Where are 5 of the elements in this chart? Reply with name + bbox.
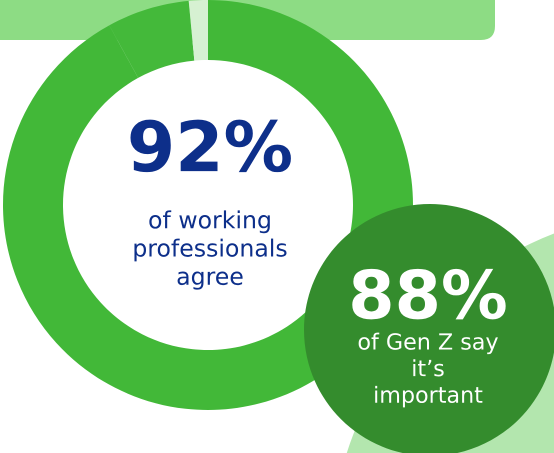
text: 92% [130, 120, 291, 172]
text: of working professionals agree [134, 210, 287, 290]
text: 88% [352, 268, 506, 320]
text: of Gen Z say it’s important [358, 332, 498, 408]
donut-slice [188, 0, 208, 61]
